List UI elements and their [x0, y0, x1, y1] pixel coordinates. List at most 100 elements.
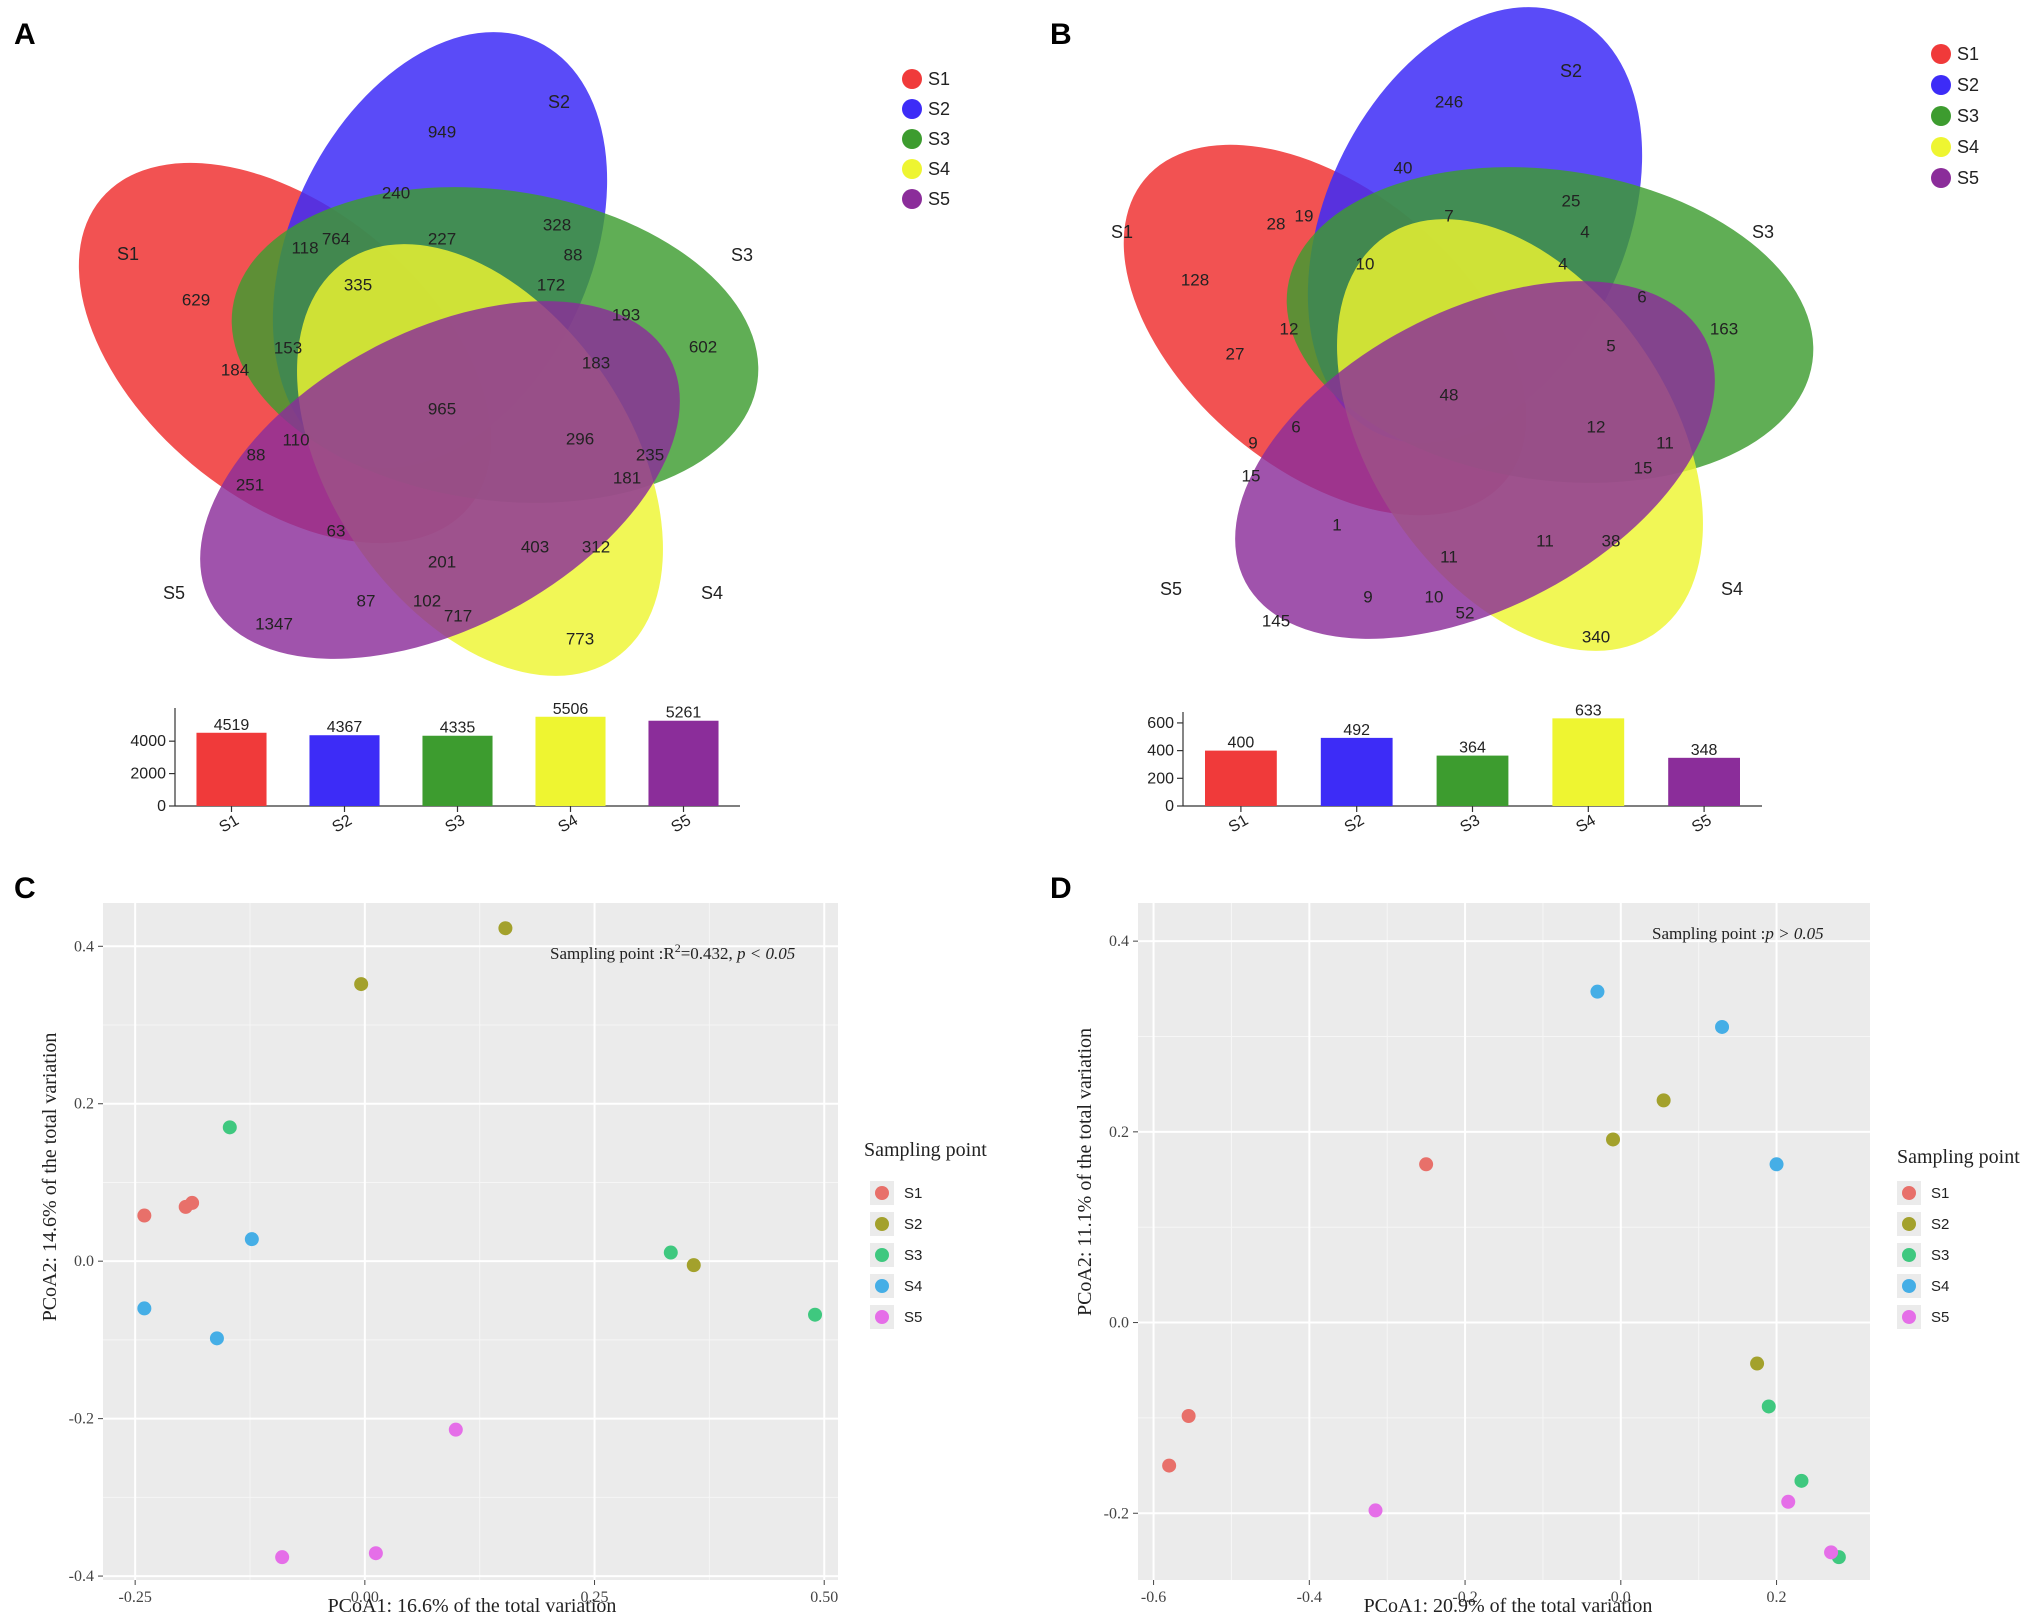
pcoa-c-xtick-label: -0.25 — [118, 1589, 151, 1606]
venn-a-region: 403 — [521, 537, 549, 556]
pcoa-d-point-s1 — [1419, 1157, 1434, 1172]
pcoa-c-point-s2 — [498, 921, 513, 936]
venn-a-region: 153 — [274, 338, 302, 357]
pcoa-d-xlabel: PCoA1: 20.9% of the total variation — [1364, 1595, 1653, 1617]
anno-c-prefix: Sampling point :R — [550, 944, 675, 963]
venn-a-region: 110 — [282, 430, 309, 449]
pcoa-c-plot-background — [103, 903, 838, 1580]
bar-a-bar-s2 — [309, 735, 380, 806]
bar-b-bar-s4 — [1552, 718, 1625, 806]
pcoa-c-point-s4 — [137, 1301, 152, 1316]
bar-a-bar-s3 — [422, 735, 493, 806]
venn-a-setlabel-s4: S4 — [701, 583, 723, 603]
bar-a-xtick-label: S2 — [330, 812, 356, 837]
pcoa-c-legend-title: Sampling point — [864, 1139, 987, 1161]
pcoa-c-point-s5 — [368, 1546, 383, 1561]
bar-b-xtick-label: S3 — [1458, 812, 1484, 837]
legend-a-swatch-s4 — [902, 159, 922, 179]
pcoa-d-point-s3 — [1761, 1399, 1776, 1414]
venn-b-setlabel-s3: S3 — [1752, 222, 1774, 242]
pcoa-c-point-s1 — [137, 1208, 152, 1223]
pcoa-d-legend-label-s1: S1 — [1931, 1185, 1949, 1202]
pcoa-d-point-s5 — [1824, 1545, 1839, 1560]
venn-b-region: 9 — [1363, 587, 1372, 606]
pcoa-c-point-s5 — [448, 1422, 463, 1437]
bar-a-xtick-label: S4 — [556, 812, 582, 837]
pcoa-c-ytick-label: -0.4 — [69, 1568, 94, 1585]
pcoa-c-xtick-label: 0.25 — [581, 1589, 609, 1606]
pcoa-d-ytick-label: -0.2 — [1104, 1505, 1129, 1522]
venn-b-region: 12 — [1280, 319, 1299, 338]
venn-b-setlabel-s2: S2 — [1560, 61, 1582, 81]
pcoa-d-legend: S1 S2 S3 S4 S5 — [1897, 1181, 1949, 1329]
bar-a-bar-s4 — [535, 716, 606, 806]
venn-a-region: 227 — [428, 229, 456, 248]
venn-a-setlabel-s1: S1 — [117, 244, 139, 264]
legend-b-label-s4: S4 — [1957, 137, 1979, 157]
venn-b-region: 15 — [1242, 466, 1261, 485]
venn-a-region: 172 — [537, 275, 565, 294]
pcoa-d-point-s1 — [1162, 1458, 1177, 1473]
venn-b-region: 340 — [1582, 627, 1610, 646]
venn-a-region: 183 — [582, 353, 610, 372]
bar-b-bar-value: 633 — [1575, 702, 1602, 719]
legend-b-label-s5: S5 — [1957, 168, 1979, 188]
legend-a-label-s3: S3 — [928, 129, 950, 149]
legend-a-swatch-s2 — [902, 99, 922, 119]
venn-b-region: 246 — [1435, 92, 1463, 111]
venn-b-region: 28 — [1267, 214, 1286, 233]
bar-a-xtick-label: S5 — [669, 812, 695, 837]
pcoa-c-xlabel: PCoA1: 16.6% of the total variation — [328, 1595, 617, 1617]
pcoa-c-point-s3 — [663, 1245, 678, 1260]
venn-a-region: 602 — [689, 337, 717, 356]
pcoa-d-xtick-label: 0.2 — [1767, 1589, 1787, 1606]
pcoa-c-ytick-label: 0.2 — [74, 1096, 94, 1113]
venn-a-legend: S1 S2 S3 S4 S5 — [902, 69, 950, 209]
venn-a-petal-s5 — [200, 301, 680, 659]
venn-a-setlabel-s3: S3 — [731, 245, 753, 265]
pcoa-d-point-s2 — [1606, 1132, 1621, 1147]
venn-a-region: 629 — [182, 290, 210, 309]
venn-a-region: 965 — [428, 399, 456, 418]
pcoa-c-legend: S1 S2 S3 S4 S5 — [870, 1181, 922, 1329]
venn-a-region: 235 — [636, 445, 664, 464]
pcoa-c-xtick-label: 0.50 — [810, 1589, 838, 1606]
pcoa-d-point-s4 — [1590, 984, 1605, 999]
venn-b-region: 1 — [1332, 515, 1341, 534]
bar-chart-b: 0 200 400 600 400 S1 492 S2 364 S3 633 S4 348 S5 — [1147, 702, 1762, 836]
panel-letter-b: B — [1050, 18, 1072, 51]
pcoa-d-point-s3 — [1794, 1473, 1809, 1488]
pcoa-d-legend-swatch-s1 — [1902, 1186, 1916, 1200]
pcoa-d-legend-swatch-s2 — [1902, 1217, 1916, 1231]
venn-a-region: 87 — [357, 591, 376, 610]
bar-b-bar-value: 348 — [1691, 742, 1718, 759]
panel-c: C -0.25 0.00 0.25 0.50 -0.4 -0.2 0.0 0.2 0.4 PCo… — [14, 872, 987, 1617]
bar-b-xtick-label: S4 — [1573, 812, 1599, 837]
bar-a-bar-value: 4367 — [327, 719, 363, 736]
pcoa-d-ytick-label: 0.0 — [1109, 1315, 1129, 1332]
pcoa-d-point-s4 — [1769, 1157, 1784, 1172]
pcoa-c-ytick-label: -0.2 — [69, 1411, 94, 1428]
pcoa-c-legend-label-s5: S5 — [904, 1309, 922, 1326]
venn-b-petals — [1123, 7, 1814, 651]
legend-b-label-s1: S1 — [1957, 44, 1979, 64]
venn-b-region: 4 — [1558, 254, 1567, 273]
bar-b-bar-s1 — [1205, 750, 1277, 806]
pcoa-d-legend-swatch-s5 — [1902, 1310, 1916, 1324]
bar-a-bar-value: 5261 — [666, 705, 702, 722]
panel-b: B S1 S2 S3 S4 S5 246 40 19 28 7 25 4 10 … — [1050, 7, 1979, 836]
legend-b-label-s3: S3 — [1957, 106, 1979, 126]
pcoa-d-legend-label-s2: S2 — [1931, 1216, 1949, 1233]
venn-b-region: 10 — [1356, 254, 1375, 273]
pcoa-c-point-s5 — [275, 1550, 290, 1565]
pcoa-c-point-s2 — [354, 977, 369, 992]
pcoa-d-xtick-label: -0.2 — [1452, 1589, 1477, 1606]
venn-b-region: 52 — [1456, 603, 1475, 622]
pcoa-d-point-s4 — [1715, 1019, 1730, 1034]
venn-b-region: 5 — [1606, 336, 1615, 355]
venn-b-region: 48 — [1440, 385, 1459, 404]
bar-chart-a: 0 2000 4000 4519 S1 4367 S2 4335 S3 5506 S4 5261 S5 — [130, 701, 740, 837]
venn-a-region: 201 — [428, 552, 456, 571]
venn-b-setlabel-s4: S4 — [1721, 579, 1743, 599]
